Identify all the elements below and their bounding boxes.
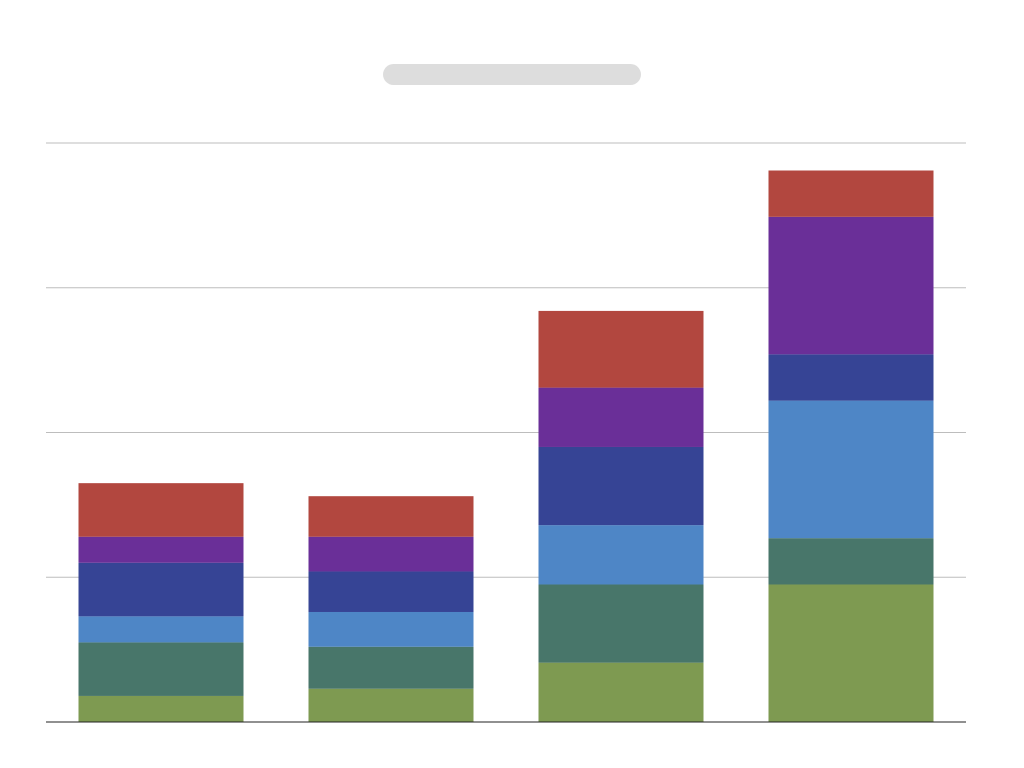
bar-segment [768, 538, 934, 585]
bar-segment [78, 616, 244, 643]
bar-segment [308, 496, 474, 537]
bar-segment [78, 536, 244, 563]
bar-segment [78, 642, 244, 696]
bar-segment [78, 483, 244, 537]
bar-segment [538, 662, 704, 722]
bar-segment [308, 688, 474, 722]
bar-segment [308, 646, 474, 689]
bar-segment [78, 562, 244, 617]
bar-segment [78, 695, 244, 722]
bar-segment [768, 170, 934, 217]
bar-segment [308, 571, 474, 612]
bar-segment [538, 446, 704, 526]
bar-segment [768, 400, 934, 539]
bar-segment [538, 584, 704, 663]
title-placeholder [383, 64, 641, 85]
bar-segment [768, 354, 934, 401]
bar-segment [768, 584, 934, 722]
bar-segment [538, 387, 704, 447]
bar-segment [768, 216, 934, 355]
bar-segment [538, 525, 704, 585]
bar-segment [538, 310, 704, 388]
bar-segment [308, 611, 474, 647]
bar-segment [308, 536, 474, 572]
